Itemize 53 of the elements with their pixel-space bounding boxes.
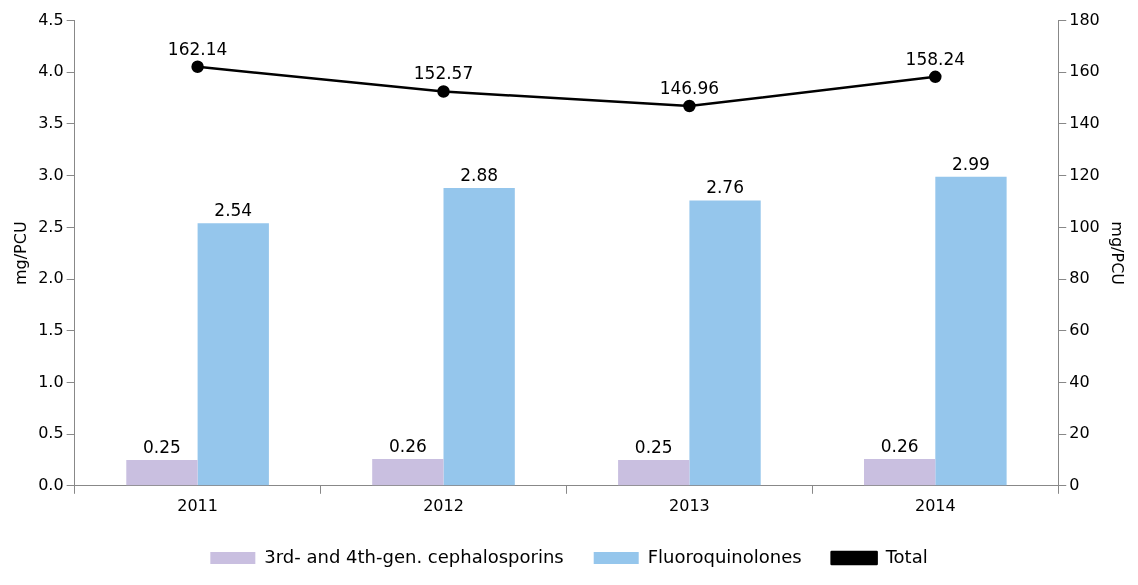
point (683, 99, 696, 113)
y-axis-title: mg/PCU (10, 221, 30, 286)
y-tick-label: 0.5 (38, 423, 64, 443)
y2-tick-label: 20 (1069, 423, 1090, 443)
y-tick-label: 2.0 (38, 268, 64, 288)
bar (864, 458, 936, 486)
data-label: 162.14 (167, 38, 228, 59)
bar (443, 188, 515, 486)
y2-tick-label: 180 (1069, 9, 1100, 29)
data-label: 0.25 (634, 436, 673, 457)
data-label: 0.25 (143, 436, 181, 457)
y2-tick-label: 140 (1069, 113, 1100, 133)
data-label: 2.54 (214, 200, 253, 221)
y-tick-label: 3.0 (38, 164, 64, 184)
data-label: 158.24 (905, 48, 966, 69)
data-label: 152.57 (413, 63, 474, 84)
y2-tick-label: 160 (1069, 61, 1100, 81)
data-label: 0.26 (388, 435, 427, 456)
data-label: 2.76 (706, 177, 744, 198)
bar (935, 176, 1007, 486)
data-label: 146.96 (659, 77, 720, 98)
x-tick-label: 2014 (914, 495, 956, 515)
point (437, 85, 450, 98)
y2-tick-label: 100 (1069, 216, 1100, 236)
y-tick-label: 4.5 (38, 9, 64, 29)
y-tick-label: 1.0 (38, 371, 64, 391)
bar (689, 200, 761, 486)
point (191, 60, 204, 74)
data-label: 2.99 (952, 153, 990, 174)
legend-label: 3rd- and 4th-gen. cephalosporins (264, 545, 564, 567)
y2-tick-label: 60 (1069, 319, 1090, 339)
x-tick-label: 2012 (423, 495, 464, 515)
y-tick-label: 1.5 (38, 319, 64, 339)
x-tick-label: 2011 (177, 495, 218, 515)
bar (618, 459, 690, 486)
y-tick-label: 3.5 (38, 113, 64, 133)
bar (372, 458, 444, 486)
y-tick-label: 0.0 (38, 474, 64, 494)
legend-label: Fluoroquinolones (647, 545, 802, 567)
y2-tick-label: 80 (1069, 268, 1090, 288)
legend-label: Total (884, 545, 928, 567)
y-tick-label: 2.5 (38, 216, 64, 236)
point (929, 70, 942, 84)
bar (197, 223, 269, 486)
bar (126, 459, 198, 486)
data-label: 2.88 (460, 164, 499, 185)
y2-axis-title: mg/PCU (1108, 221, 1128, 286)
y2-tick-label: 0 (1069, 474, 1080, 494)
y2-tick-label: 120 (1069, 164, 1100, 184)
x-tick-label: 2013 (669, 495, 710, 515)
data-label: 0.26 (880, 435, 919, 456)
y-tick-label: 4.0 (38, 61, 64, 81)
y2-tick-label: 40 (1069, 371, 1090, 391)
